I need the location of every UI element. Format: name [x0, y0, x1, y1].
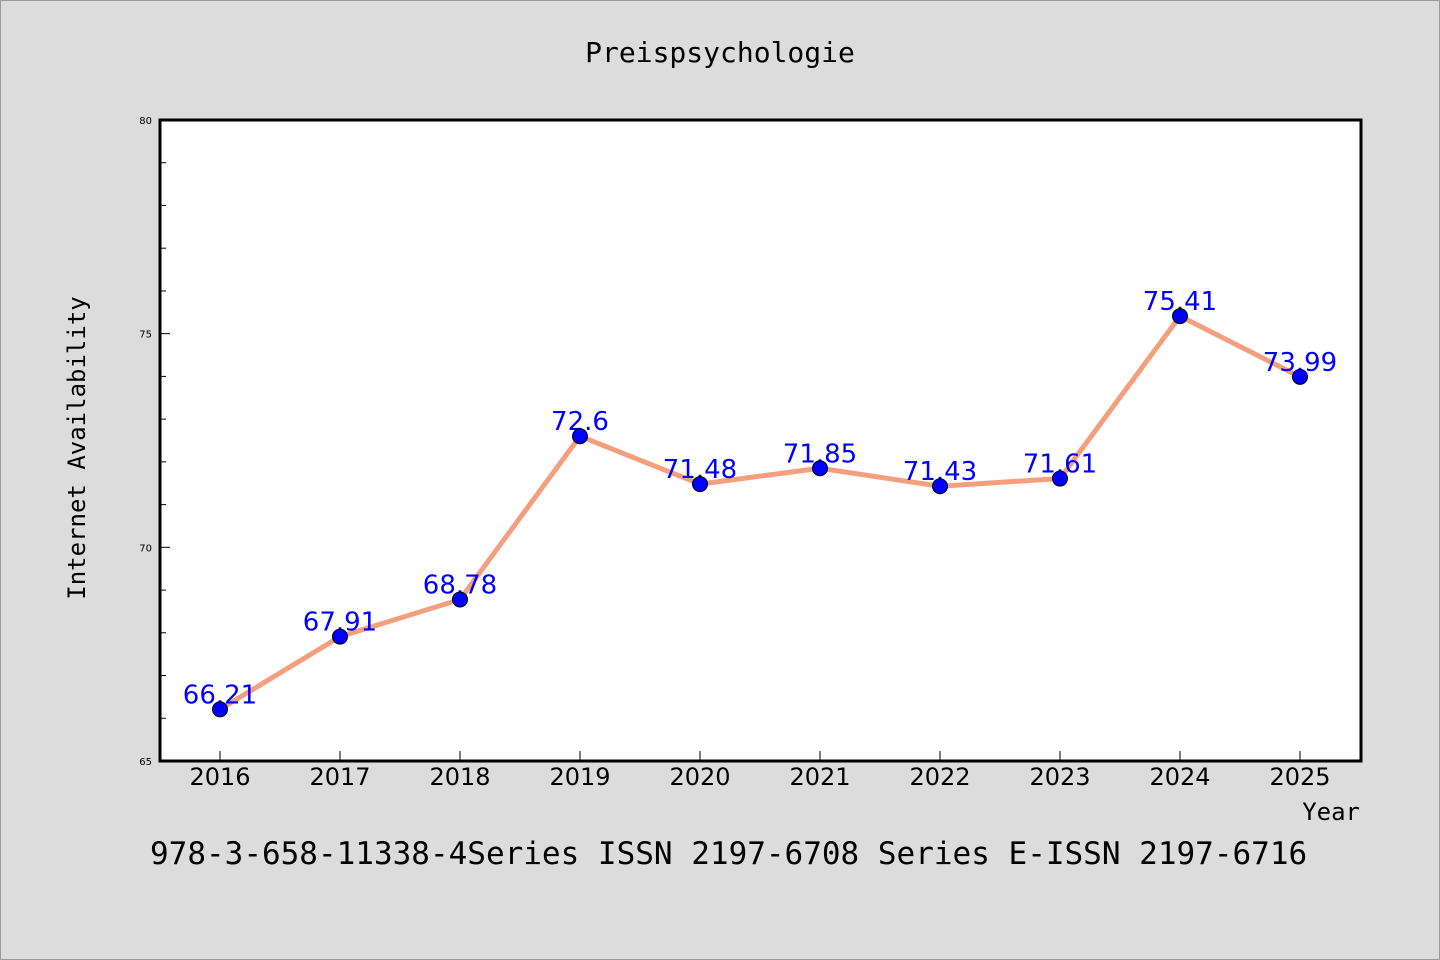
x-tick-label: 2024 [1149, 763, 1210, 791]
data-markers [212, 308, 1308, 718]
data-point [692, 476, 708, 493]
x-tick-label: 2025 [1269, 763, 1330, 791]
y-tick-label: 65 [139, 757, 152, 768]
data-point [212, 701, 228, 718]
data-point [1172, 308, 1188, 325]
x-axis: 2016 2017 2018 2019 2020 2021 2022 2023 2024 2025 [189, 751, 1331, 791]
data-point [1052, 470, 1068, 487]
x-tick-label: 2016 [189, 763, 250, 791]
footer-text: 978-3-658-11338-4Series ISSN 2197-6708 S… [150, 836, 1307, 872]
chart-title: Preispsychologie [585, 36, 855, 69]
x-tick-label: 2017 [309, 763, 370, 791]
series-line [217, 313, 1303, 712]
data-point [452, 591, 468, 608]
x-tick-label: 2023 [1029, 763, 1090, 791]
y-tick-label: 75 [139, 330, 152, 341]
x-tick-label: 2021 [789, 763, 850, 791]
x-tick-label: 2020 [669, 763, 730, 791]
y-tick-label: 70 [139, 543, 152, 554]
data-point [1292, 368, 1308, 385]
x-axis-title: Year [1302, 798, 1360, 826]
y-axis: 65 70 75 80 [139, 116, 170, 768]
data-point [932, 478, 948, 495]
data-point [332, 628, 348, 645]
data-point [812, 460, 828, 477]
data-point [572, 428, 588, 445]
plot-area [158, 118, 1363, 763]
x-tick-label: 2018 [429, 763, 490, 791]
y-axis-title: Internet Availability [63, 296, 91, 599]
x-tick-label: 2022 [909, 763, 970, 791]
y-tick-label: 80 [139, 116, 152, 127]
x-tick-label: 2019 [549, 763, 610, 791]
